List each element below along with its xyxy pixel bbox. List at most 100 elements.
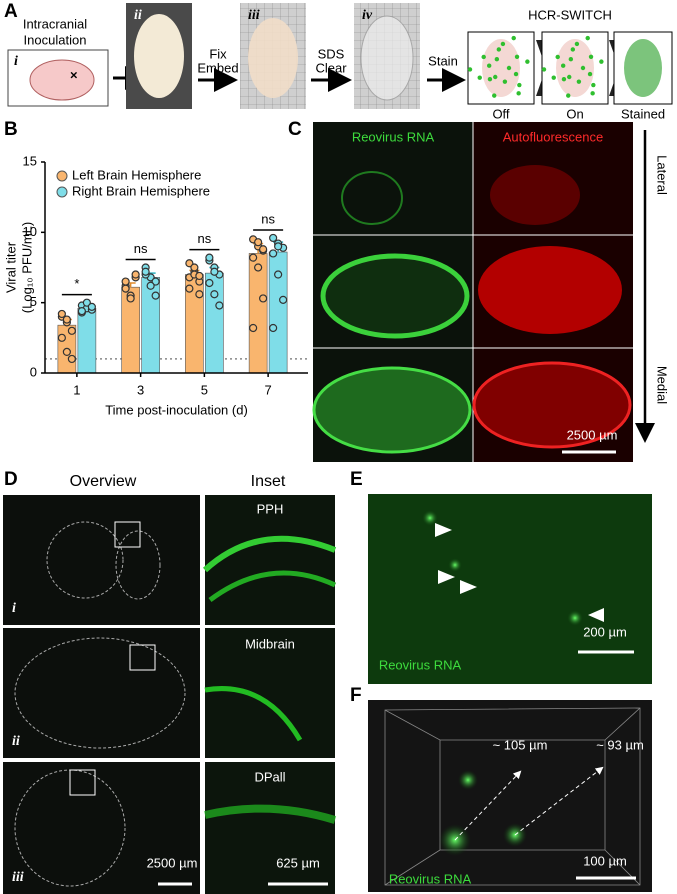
outline <box>14 637 186 749</box>
data-point <box>126 294 135 303</box>
probe-dot <box>493 74 498 80</box>
image <box>205 628 335 758</box>
step-text: Inoculation <box>24 32 87 47</box>
x-tick-label: 5 <box>201 382 208 397</box>
data-point <box>67 326 76 335</box>
data-point <box>259 245 268 254</box>
data-point <box>269 233 278 243</box>
bar <box>205 272 224 374</box>
channel-label: Reovirus RNA <box>352 129 435 144</box>
probe-dots <box>467 35 604 98</box>
data-point <box>274 270 283 279</box>
image <box>3 628 200 758</box>
hcr-state: Stained <box>621 106 665 121</box>
section <box>320 253 470 339</box>
scale-label: 2500 µm <box>147 855 198 870</box>
panel-label: A <box>4 1 18 22</box>
row-label: ii <box>12 734 20 749</box>
hcr-state: Off <box>492 106 509 121</box>
data-point <box>205 278 214 288</box>
cell <box>458 770 478 790</box>
data-point <box>87 302 96 311</box>
panel-e: Reovirus RNA 200 µm <box>368 494 652 684</box>
step-text: SDS <box>318 46 345 61</box>
probe-dot <box>481 54 486 60</box>
significance-label: ns <box>261 211 275 226</box>
inset-label: Midbrain <box>245 636 295 651</box>
data-point <box>62 315 71 324</box>
probe-dot <box>567 74 572 80</box>
step-text: Embed <box>197 60 238 75</box>
injection-mark: × <box>70 67 78 82</box>
x-axis-title: Time post-inoculation (d) <box>105 402 248 417</box>
probe-dot <box>568 57 574 62</box>
data-point <box>254 238 263 247</box>
probe-dot <box>496 47 502 52</box>
data-point <box>249 323 258 333</box>
panel-label: C <box>288 119 302 140</box>
data-point <box>121 277 130 286</box>
probe-dot <box>580 65 586 71</box>
probe-dot <box>516 91 521 96</box>
measure-arrow <box>454 770 522 841</box>
legend-marker <box>56 186 68 198</box>
step-text: Fix <box>209 46 227 61</box>
data-point <box>205 253 214 262</box>
length-label: ~ 93 µm <box>596 737 644 752</box>
probe-dot <box>494 57 500 62</box>
data-point <box>77 307 86 316</box>
row-label: i <box>12 601 16 616</box>
probe-dot <box>599 59 604 64</box>
data-point <box>57 309 66 319</box>
probe-dot <box>561 76 567 82</box>
image <box>368 494 652 684</box>
data-point <box>274 242 283 251</box>
x-tick-label: 3 <box>137 382 144 397</box>
hcr-state: On <box>566 106 583 121</box>
probe-dot <box>525 59 530 64</box>
probe-dot <box>588 54 594 59</box>
section <box>341 171 403 225</box>
bar <box>268 251 288 374</box>
data-point <box>195 271 204 281</box>
section <box>478 246 622 334</box>
step-label: ii <box>134 8 142 23</box>
data-point <box>151 291 160 300</box>
inset-box <box>69 769 96 796</box>
probe-dot <box>500 41 506 47</box>
scale-label: 2500 µm <box>567 427 618 442</box>
structure <box>202 535 337 573</box>
outline <box>46 521 124 599</box>
probe-dot <box>570 47 576 52</box>
data-point <box>215 301 224 310</box>
probe-dot <box>514 54 520 59</box>
y-axis-title: Viral titer <box>3 241 18 293</box>
image <box>205 495 335 625</box>
probe-dot <box>541 67 547 72</box>
y-tick-label: 5 <box>30 294 37 309</box>
probe-dot <box>576 79 582 84</box>
structure <box>204 804 337 824</box>
legend-marker <box>56 170 68 182</box>
section <box>312 366 472 454</box>
channel-label: Autofluorescence <box>503 129 603 144</box>
probe-dot <box>566 93 571 98</box>
channel-label: Reovirus RNA <box>389 871 472 886</box>
measure-arrow <box>514 766 604 836</box>
inset-box <box>114 521 141 548</box>
y-axis-title: (Log₁₀ PFU/mL) <box>19 222 34 313</box>
brain <box>248 18 298 98</box>
probe-dot <box>585 35 590 41</box>
section <box>472 361 632 449</box>
section <box>490 165 580 225</box>
scale-label: 200 µm <box>583 624 627 639</box>
data-point <box>259 294 268 303</box>
probe-dot <box>591 82 596 88</box>
inset-label: PPH <box>257 501 284 516</box>
image <box>205 762 335 894</box>
significance-label: * <box>74 276 79 291</box>
step-text: Stain <box>428 53 458 68</box>
step-text: Clear <box>315 60 347 75</box>
data-point <box>195 290 204 299</box>
panel-b: 0 5 10 15 1 * 3 ns 5 ns 7 ns Left Brain HemisphereRi… <box>3 153 308 417</box>
